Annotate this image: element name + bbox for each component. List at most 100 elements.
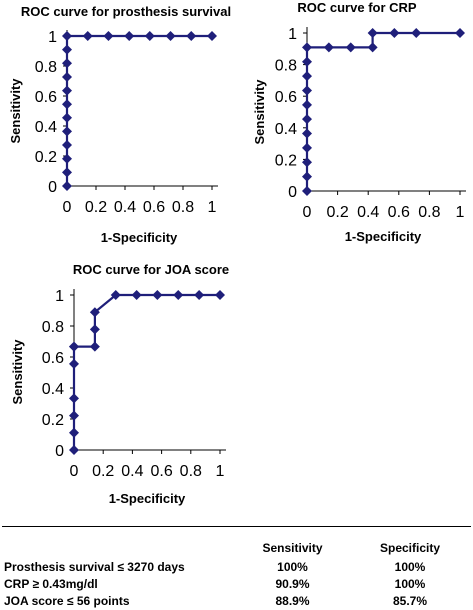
data-point-marker bbox=[389, 28, 400, 38]
y-tick-label: 0 bbox=[288, 184, 297, 201]
data-point-marker bbox=[131, 290, 142, 300]
chart-title: ROC curve for CRP bbox=[297, 0, 417, 15]
y-tick-label: 0.8 bbox=[275, 58, 297, 75]
x-tick-label: 0.2 bbox=[85, 199, 107, 216]
data-point-marker bbox=[62, 85, 72, 96]
data-point-marker bbox=[455, 28, 465, 38]
data-point-marker bbox=[110, 290, 121, 300]
x-tick-label: 0.8 bbox=[418, 204, 440, 221]
y-axis-label: Sensitivity bbox=[252, 79, 267, 145]
x-tick-label: 0.6 bbox=[143, 199, 165, 216]
table-row: JOA score ≤ 56 points 88.9% 85.7% bbox=[4, 593, 465, 610]
data-point-marker bbox=[302, 186, 312, 196]
table-header-row: Sensitivity Specificity bbox=[4, 538, 465, 559]
y-tick-label: 1 bbox=[288, 26, 297, 43]
table-cell: Prosthesis survival ≤ 3270 days bbox=[4, 560, 185, 574]
data-point-marker bbox=[302, 157, 312, 168]
y-tick-label: 0 bbox=[48, 179, 57, 196]
y-tick-label: 0.6 bbox=[275, 89, 297, 106]
data-point-marker bbox=[323, 42, 334, 53]
data-point-marker bbox=[302, 42, 312, 53]
table-cell: 100% bbox=[277, 560, 308, 574]
data-point-marker bbox=[302, 128, 312, 139]
x-tick-label: 0.2 bbox=[92, 463, 114, 480]
x-axis-label: 1-Specificity bbox=[101, 230, 178, 245]
data-point-marker bbox=[62, 44, 72, 55]
y-tick-label: 0.4 bbox=[42, 381, 64, 398]
data-point-marker bbox=[207, 31, 217, 41]
table-row: CRP ≥ 0.43mg/dl 90.9% 100% bbox=[4, 576, 465, 593]
x-axis-label: 1-Specificity bbox=[109, 491, 186, 506]
data-point-marker bbox=[302, 99, 312, 110]
x-tick-label: 0.8 bbox=[172, 199, 194, 216]
x-tick-label: 0 bbox=[70, 463, 79, 480]
chart-title: ROC curve for prosthesis survival bbox=[21, 4, 231, 19]
roc-chart-crp: ROC curve for CRP 0 0.2 0.4 0.6 0.8 1 0 0.2 0.4 0.… bbox=[252, 0, 466, 244]
data-point-marker bbox=[89, 341, 100, 352]
y-axis-label: Sensitivity bbox=[10, 339, 25, 405]
x-tick-label: 0 bbox=[303, 204, 312, 221]
roc-chart-prosthesis: ROC curve for prosthesis survival 0 0.2 0.4… bbox=[8, 4, 231, 245]
data-point-marker bbox=[62, 71, 72, 82]
table-cell: 100% bbox=[394, 560, 426, 574]
table-cell: 85.7% bbox=[392, 594, 428, 608]
y-tick-label: 0 bbox=[55, 443, 64, 460]
data-point-marker bbox=[69, 445, 79, 455]
data-point-marker bbox=[302, 85, 312, 96]
y-tick-label: 0.2 bbox=[275, 152, 297, 169]
data-point-marker bbox=[302, 114, 312, 125]
data-point-marker bbox=[302, 142, 312, 153]
table-cell: 88.9% bbox=[275, 594, 310, 608]
data-point-marker bbox=[215, 290, 225, 300]
data-point-marker bbox=[69, 341, 79, 352]
table-cell: JOA score ≤ 56 points bbox=[4, 594, 130, 608]
table-header-cell bbox=[4, 538, 230, 559]
data-point-marker bbox=[89, 324, 100, 335]
table-header-cell: Sensitivity bbox=[262, 541, 323, 555]
table-header-cell: Specificity bbox=[379, 541, 441, 555]
x-tick-label: 0.4 bbox=[114, 199, 136, 216]
data-point-marker bbox=[62, 153, 72, 164]
y-tick-label: 0.2 bbox=[42, 412, 64, 429]
roc-chart-joa: ROC curve for JOA score 0 0.2 0.4 0.6 0.8 1 0 0.… bbox=[10, 262, 229, 506]
y-tick-label: 1 bbox=[48, 29, 57, 46]
data-point-marker bbox=[194, 290, 205, 300]
x-tick-label: 0 bbox=[63, 199, 72, 216]
data-point-marker bbox=[62, 99, 72, 110]
data-point-marker bbox=[62, 126, 72, 137]
data-point-marker bbox=[103, 31, 114, 41]
data-point-marker bbox=[302, 71, 312, 82]
x-tick-label: 0.6 bbox=[150, 463, 172, 480]
data-point-marker bbox=[69, 358, 79, 369]
table-row: Prosthesis survival ≤ 3270 days 100% 100… bbox=[4, 559, 465, 576]
x-tick-label: 1 bbox=[208, 199, 217, 216]
data-point-marker bbox=[62, 181, 72, 191]
data-point-marker bbox=[69, 410, 79, 421]
roc-charts: ROC curve for prosthesis survival 0 0.2 0.4… bbox=[8, 0, 466, 506]
roc-series-line bbox=[72, 293, 220, 450]
roc-series-line bbox=[65, 34, 212, 186]
table-cell: 100% bbox=[394, 577, 426, 591]
data-point-marker bbox=[367, 42, 378, 53]
x-tick-label: 0.4 bbox=[357, 204, 379, 221]
x-tick-label: 0.2 bbox=[326, 204, 348, 221]
data-point-marker bbox=[367, 28, 378, 38]
data-point-marker bbox=[345, 42, 356, 53]
y-tick-label: 0.4 bbox=[35, 119, 57, 136]
x-axis-label: 1-Specificity bbox=[345, 229, 422, 244]
data-point-marker bbox=[69, 393, 79, 404]
data-point-marker bbox=[69, 427, 79, 438]
data-point-marker bbox=[89, 307, 100, 318]
roc-series-line bbox=[305, 31, 460, 191]
x-tick-label: 0.4 bbox=[121, 463, 143, 480]
data-point-marker bbox=[62, 140, 72, 151]
table-top-rule bbox=[2, 526, 471, 527]
y-tick-label: 0.8 bbox=[35, 59, 57, 76]
x-tick-label: 1 bbox=[216, 463, 225, 480]
data-point-marker bbox=[302, 56, 312, 67]
chart-title: ROC curve for JOA score bbox=[73, 262, 229, 277]
data-point-marker bbox=[302, 171, 312, 182]
data-point-marker bbox=[62, 167, 72, 178]
y-tick-label: 0.8 bbox=[42, 319, 64, 336]
x-tick-label: 0.8 bbox=[180, 463, 202, 480]
